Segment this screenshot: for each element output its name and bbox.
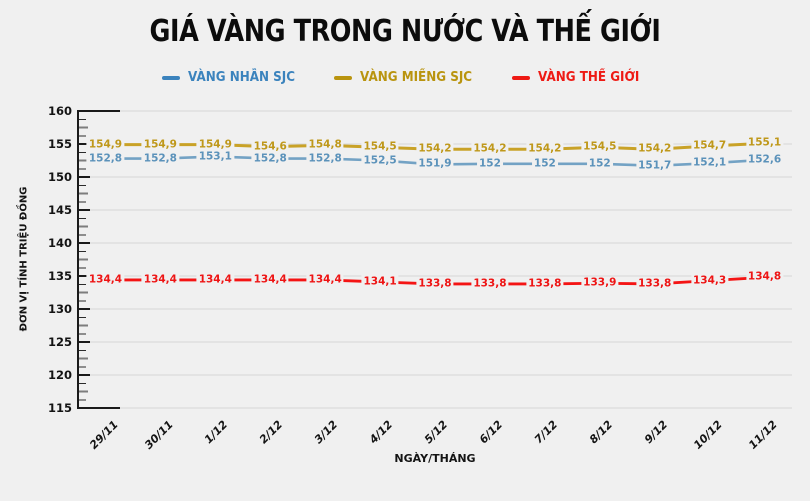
data-label: 154,7 (691, 139, 729, 153)
data-label: 154,9 (86, 138, 125, 152)
y-tick-label: 115 (47, 401, 72, 415)
data-label: 152,8 (141, 152, 179, 166)
data-label: 151,9 (416, 157, 454, 171)
data-label: 133,8 (526, 277, 564, 291)
data-label: 134,3 (691, 274, 729, 288)
legend-item-0[interactable]: VÀNG NHẪN SJC (161, 70, 304, 85)
y-tick-label: 135 (47, 269, 72, 283)
data-label: 154,9 (141, 138, 179, 152)
y-tick-label: 145 (47, 203, 72, 217)
data-label: 152,5 (361, 154, 399, 167)
y-tick-label: 155 (47, 137, 72, 151)
data-label: 153,1 (196, 150, 234, 164)
page-title: GIÁ VÀNG TRONG NƯỚC VÀ THẾ GIỚI (149, 14, 661, 49)
data-label: 152,8 (251, 152, 289, 166)
data-label: 154,5 (361, 140, 399, 154)
data-label: 134,4 (251, 273, 289, 287)
data-label: 133,8 (636, 277, 674, 291)
legend-dash-icon (511, 75, 530, 80)
data-label: 152 (531, 157, 558, 171)
legend-item-2[interactable]: VÀNG THẾ GIỚI (511, 70, 648, 85)
data-label: 134,4 (196, 273, 234, 287)
y-tick-label: 140 (47, 236, 72, 250)
data-label: 154,8 (306, 138, 344, 152)
data-label: 154,2 (636, 142, 674, 156)
legend: VÀNG NHẪN SJC VÀNG MIẾNG SJC VÀNG THẾ GIỚI (0, 70, 810, 85)
y-tick-label: 125 (47, 335, 72, 349)
data-label: 134,4 (86, 273, 125, 287)
data-label: 154,5 (581, 140, 619, 154)
legend-dash-icon (161, 75, 180, 80)
data-label: 151,7 (636, 159, 674, 173)
legend-item-1[interactable]: VÀNG MIẾNG SJC (334, 70, 482, 85)
x-axis-title: NGÀY/THÁNG (394, 452, 476, 465)
data-label: 152,1 (691, 156, 729, 170)
y-tick-label: 130 (47, 302, 72, 316)
data-label: 154,2 (416, 142, 454, 156)
legend-item-label: VÀNG NHẪN SJC (187, 70, 295, 85)
y-tick-label: 160 (47, 104, 72, 118)
legend-dash-icon (334, 75, 353, 80)
data-label: 152 (476, 157, 503, 171)
data-label: 154,2 (471, 142, 509, 156)
data-label: 152,8 (86, 152, 125, 166)
data-label: 152 (586, 157, 613, 171)
data-label: 154,6 (251, 140, 289, 154)
data-label: 133,9 (581, 276, 619, 290)
data-label: 133,8 (471, 277, 509, 291)
legend-item-label: VÀNG THẾ GIỚI (537, 70, 640, 85)
data-label: 133,8 (416, 277, 454, 291)
y-tick-label: 120 (47, 368, 72, 382)
data-label: 134,4 (141, 273, 179, 287)
data-label: 154,9 (196, 138, 234, 152)
data-label: 134,8 (745, 270, 784, 284)
data-label: 155,1 (745, 136, 784, 150)
legend-item-label: VÀNG MIẾNG SJC (360, 70, 473, 85)
data-label: 134,1 (361, 275, 399, 289)
y-tick-label: 150 (47, 170, 72, 184)
data-label: 134,4 (306, 273, 344, 287)
data-label: 154,2 (526, 142, 564, 156)
data-label: 152,8 (306, 152, 344, 166)
data-label: 152,6 (745, 153, 784, 167)
